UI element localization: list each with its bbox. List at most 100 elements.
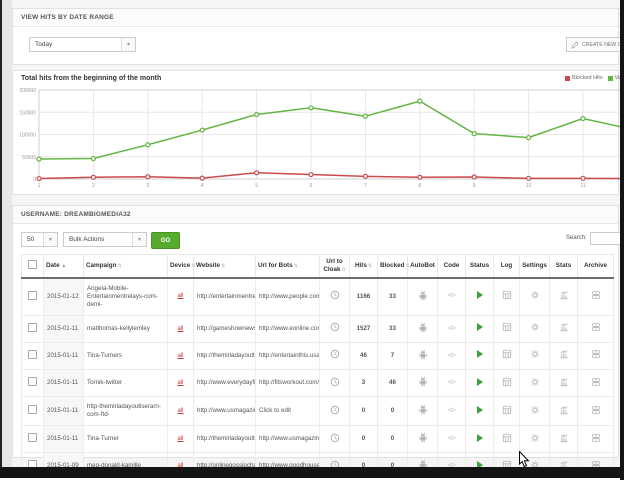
column-header-hits[interactable]: Hits⇅ [349, 253, 378, 279]
code-icon[interactable]: </> [447, 435, 456, 442]
archive-icon[interactable] [591, 322, 601, 332]
android-robot-icon[interactable] [418, 290, 428, 301]
bar-chart-icon[interactable] [559, 349, 569, 359]
code-icon[interactable]: </> [447, 293, 456, 300]
gear-icon[interactable] [530, 290, 540, 300]
url-for-bots-cell[interactable]: Click to edit [255, 396, 320, 427]
website-cell[interactable]: http://entertainmentrelays... [193, 277, 256, 316]
column-header-device[interactable]: Device⇅ [167, 253, 196, 279]
log-grid-icon[interactable] [502, 433, 512, 443]
clock-icon[interactable] [330, 322, 340, 332]
website-cell[interactable]: http://themirladayoutlser... [193, 341, 256, 371]
log-grid-icon[interactable] [502, 322, 512, 332]
archive-icon[interactable] [591, 433, 601, 443]
play-icon[interactable] [476, 433, 483, 442]
gear-icon[interactable] [530, 405, 540, 415]
column-header-url_for_bots[interactable]: Url for Bots⇅ [255, 253, 320, 279]
gear-icon[interactable] [530, 322, 540, 332]
log-grid-icon[interactable] [502, 290, 512, 300]
play-icon[interactable] [476, 405, 483, 414]
clock-icon[interactable] [330, 405, 340, 415]
clock-icon[interactable] [330, 290, 340, 300]
play-icon[interactable] [476, 377, 483, 386]
url-for-bots-cell[interactable]: http://fitsworkout.com/ [255, 369, 320, 398]
log-grid-icon[interactable] [502, 377, 512, 387]
website-cell[interactable]: http://www.usmagazine.c... [193, 396, 256, 427]
bulk-actions-select[interactable]: Bulk Actions ▾ [63, 232, 147, 247]
url-for-bots-cell[interactable]: http://www.eonline.com/n... [255, 314, 320, 343]
url-for-bots-cell[interactable]: http://www.usmagazine.c... [255, 425, 320, 454]
gear-icon[interactable] [530, 349, 540, 359]
column-header-label: Device [170, 261, 191, 269]
code-icon[interactable]: </> [447, 407, 456, 414]
code-icon[interactable]: </> [447, 325, 456, 332]
archive-icon[interactable] [591, 405, 601, 415]
play-icon[interactable] [476, 350, 483, 359]
gear-icon[interactable] [530, 433, 540, 443]
website-cell[interactable]: http://www.everydayfitnes... [193, 369, 256, 398]
column-header-label: Hits [354, 261, 367, 269]
code-icon[interactable]: </> [447, 352, 456, 359]
column-header-campaign[interactable]: Campaign⇅ [83, 253, 168, 279]
archive-icon[interactable] [591, 377, 601, 387]
row-checkbox[interactable] [28, 377, 37, 387]
date-range-select[interactable]: Today ▾ [29, 37, 136, 52]
android-robot-icon[interactable] [418, 349, 428, 360]
go-button[interactable]: GO [151, 232, 180, 249]
bar-chart-icon[interactable] [559, 290, 569, 300]
device-link[interactable]: all [177, 325, 184, 332]
select-all-checkbox[interactable] [28, 259, 37, 269]
column-header-date[interactable]: Date ▲ [43, 253, 84, 279]
page-size-select[interactable]: 50 ▾ [21, 232, 58, 247]
device-link[interactable]: all [177, 352, 184, 359]
row-checkbox[interactable] [28, 433, 37, 443]
gear-icon[interactable] [530, 377, 540, 387]
row-checkbox[interactable] [28, 349, 37, 359]
legend-swatch-green [607, 75, 613, 81]
column-header-website[interactable]: Website⇅ [193, 253, 256, 279]
android-robot-icon[interactable] [418, 376, 428, 387]
code-icon[interactable]: </> [447, 462, 456, 469]
bar-chart-icon[interactable] [559, 377, 569, 387]
url-for-bots-cell[interactable]: http://entertainthis.usatod... [255, 341, 320, 371]
play-icon[interactable] [476, 460, 483, 469]
device-link[interactable]: all [177, 407, 184, 414]
table-row: 2015-01-11 matthomas-kellylemley all http:/… [21, 314, 614, 343]
row-checkbox[interactable] [28, 322, 37, 332]
device-link[interactable]: all [177, 462, 184, 469]
device-link[interactable]: all [177, 293, 184, 300]
search-input[interactable] [590, 232, 624, 245]
android-robot-icon[interactable] [418, 432, 428, 443]
row-checkbox[interactable] [28, 290, 37, 300]
bar-chart-icon[interactable] [559, 322, 569, 332]
archive-icon[interactable] [591, 290, 601, 300]
archive-icon[interactable] [591, 349, 601, 359]
bar-chart-icon[interactable] [559, 433, 569, 443]
clock-icon[interactable] [330, 433, 340, 443]
archive-icon[interactable] [591, 460, 601, 470]
log-grid-icon[interactable] [502, 405, 512, 415]
clock-icon[interactable] [330, 349, 340, 359]
campaign-cell: Tina-Turners [83, 341, 168, 371]
website-cell[interactable]: http://gameshownews.net [193, 314, 256, 343]
code-icon[interactable]: </> [447, 379, 456, 386]
device-link[interactable]: all [177, 435, 184, 442]
website-cell[interactable]: http://themirladayoutlser... [193, 425, 256, 454]
chart-panel: Total hits from the beginning of the mon… [12, 70, 624, 195]
column-header-url_to_cloak[interactable]: Url to Cloak⇅ [319, 253, 350, 279]
bar-chart-icon[interactable] [559, 405, 569, 415]
android-robot-icon[interactable] [418, 404, 428, 415]
page-size-value: 50 [27, 236, 35, 243]
blocked-cell: 0 [377, 425, 408, 454]
clock-icon[interactable] [330, 377, 340, 387]
log-grid-icon[interactable] [502, 349, 512, 359]
play-icon[interactable] [476, 323, 483, 332]
column-header-blocked[interactable]: Blocked⇅ [377, 253, 410, 279]
create-new-campaign-button[interactable]: CREATE NEW CAMPAIGN [566, 37, 624, 52]
x-axis-tick-label: 9 [473, 183, 476, 189]
device-link[interactable]: all [177, 379, 184, 386]
play-icon[interactable] [476, 291, 483, 300]
android-robot-icon[interactable] [418, 322, 428, 333]
url-for-bots-cell[interactable]: http://www.people.com/ar... [255, 277, 320, 316]
row-checkbox[interactable] [28, 405, 37, 415]
